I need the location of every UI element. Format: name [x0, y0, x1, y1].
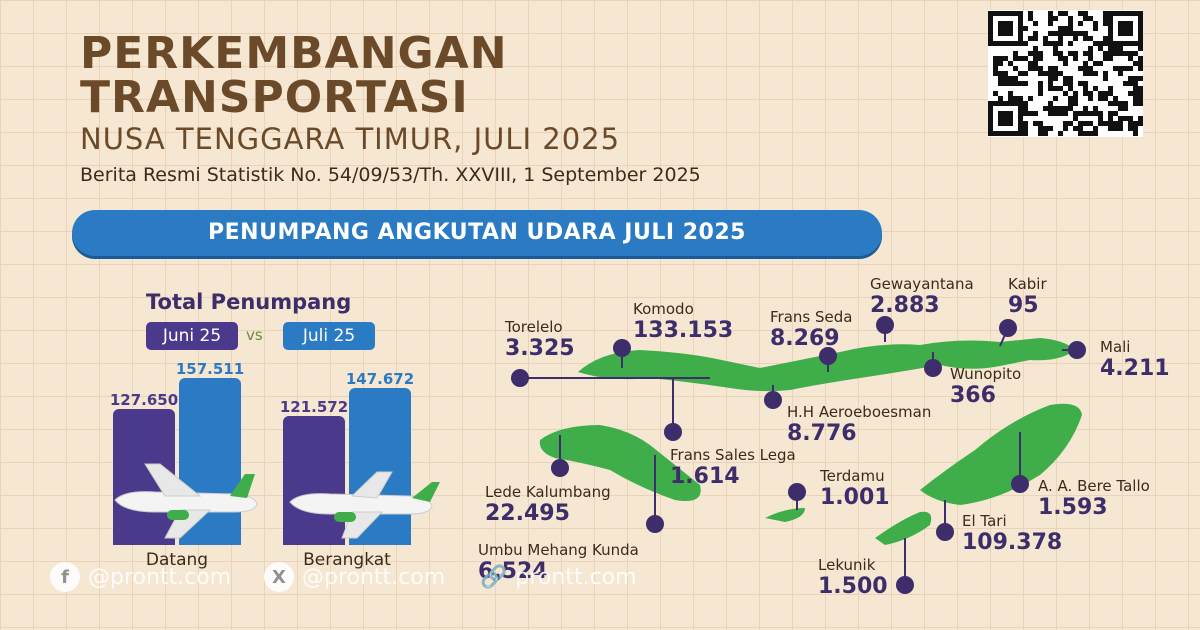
airport-name: A. A. Bere Tallo [1038, 477, 1150, 495]
airport-pin-icon [924, 359, 942, 377]
airport-name: Umbu Mehang Kunda [478, 541, 639, 559]
link-icon: 🔗 [480, 564, 508, 590]
facebook-icon: f [50, 562, 80, 592]
bar-value-label: 127.650 [109, 391, 179, 410]
pin-line [654, 455, 656, 524]
airport-name: Frans Sales Lega [670, 446, 796, 464]
airport-pin-icon [764, 391, 782, 409]
airport-label: Mali 4.211 [1100, 338, 1170, 381]
airport-passenger-count: 1.001 [820, 485, 890, 510]
airport-name: Komodo [633, 300, 694, 318]
bar-value-label: 121.572 [279, 397, 349, 416]
x-watermark: X @prontt.com [264, 562, 445, 592]
bar-berangkat-juni [283, 415, 345, 545]
airport-label: A. A. Bere Tallo 1.593 [1038, 477, 1150, 520]
airport-pin-icon [511, 369, 529, 387]
airport-passenger-count: 1.614 [670, 464, 740, 489]
airport-passenger-count: 6.524 [478, 559, 548, 584]
sabu-island [765, 508, 805, 522]
airport-name: Gewayantana [870, 275, 974, 293]
legend-juli: Juli 25 [283, 322, 375, 350]
airport-passenger-count: 133.153 [633, 318, 734, 343]
airport-label: Lede Kalumbang 22.495 [485, 483, 611, 526]
airport-passenger-count: 95 [1008, 293, 1039, 318]
airport-passenger-count: 3.325 [505, 336, 575, 361]
title-line-1: PERKEMBANGAN [80, 28, 508, 79]
airport-pin-icon [646, 515, 664, 533]
page-subtitle: NUSA TENGGARA TIMUR, JULI 2025 [80, 122, 621, 156]
airport-passenger-count: 22.495 [485, 501, 570, 526]
airport-passenger-count: 4.211 [1100, 356, 1170, 381]
airport-name: Terdamu [820, 467, 885, 485]
pin-line [520, 377, 710, 379]
airport-pin-icon [551, 459, 569, 477]
airport-pin-icon [896, 576, 914, 594]
category-label: Berangkat [303, 550, 391, 570]
x-icon: X [264, 562, 294, 592]
legend-vs: vs [246, 326, 263, 344]
category-label: Datang [145, 550, 209, 570]
airport-pin-icon [819, 347, 837, 365]
airport-label: Wunopito 366 [950, 365, 1021, 408]
page-title: PERKEMBANGAN TRANSPORTASI [80, 32, 508, 120]
airport-name: Frans Seda [770, 308, 853, 326]
web-watermark: 🔗 prontt.com [480, 562, 637, 592]
facebook-handle: @prontt.com [88, 564, 232, 590]
airport-name: Lede Kalumbang [485, 483, 611, 501]
airport-label: Umbu Mehang Kunda 6.524 [478, 541, 639, 584]
airplane-icon [289, 471, 440, 539]
airport-passenger-count: 1.593 [1038, 495, 1108, 520]
airport-name: Kabir [1008, 275, 1047, 293]
airport-name: Lekunik [818, 556, 876, 574]
airport-label: H.H Aeroeboesman 8.776 [787, 403, 931, 446]
airport-passenger-count: 1.500 [818, 574, 888, 599]
airport-label: Komodo 133.153 [633, 300, 733, 343]
airport-pin-icon [788, 483, 806, 501]
airport-label: Lekunik 1.500 [818, 556, 888, 599]
airport-pin-icon [664, 423, 682, 441]
airport-label: Terdamu 1.001 [820, 467, 890, 510]
airport-passenger-count: 366 [950, 383, 996, 408]
qr-code [988, 10, 1143, 137]
airport-name: El Tari [962, 512, 1007, 530]
airport-pin-icon [613, 339, 631, 357]
timor-island [920, 403, 1082, 505]
airplane-icon [114, 463, 258, 539]
chart-title: Total Penumpang [146, 290, 352, 314]
airport-pin-icon [876, 316, 894, 334]
airport-label: Torelelo 3.325 [505, 318, 575, 361]
timor-west [875, 511, 932, 545]
airport-passenger-count: 2.883 [870, 293, 940, 318]
bar-value-label: 157.511 [175, 359, 245, 378]
airport-pin-icon [936, 523, 954, 541]
airport-pin-icon [999, 319, 1017, 337]
airport-pin-icon [1068, 341, 1086, 359]
airport-name: Mali [1100, 338, 1131, 356]
airport-label: Kabir 95 [1008, 275, 1047, 318]
airport-label: Gewayantana 2.883 [870, 275, 974, 318]
sumba-island [539, 425, 701, 501]
airport-label: Frans Sales Lega 1.614 [670, 446, 796, 489]
airport-label: Frans Seda 8.269 [770, 308, 852, 351]
bar-value-label: 147.672 [345, 370, 415, 389]
release-info: Berita Resmi Statistik No. 54/09/53/Th. … [80, 164, 701, 186]
web-address: prontt.com [515, 564, 637, 590]
airport-passenger-count: 109.378 [962, 530, 1063, 555]
title-line-2: TRANSPORTASI [80, 72, 469, 123]
airport-passenger-count: 8.776 [787, 421, 857, 446]
airport-name: Torelelo [505, 318, 563, 336]
legend-juni: Juni 25 [146, 322, 238, 350]
airport-name: Wunopito [950, 365, 1022, 383]
airport-label: El Tari 109.378 [962, 512, 1062, 555]
facebook-watermark: f @prontt.com [50, 562, 231, 592]
airport-name: H.H Aeroeboesman [787, 403, 932, 421]
section-banner: PENUMPANG ANGKUTAN UDARA JULI 2025 [72, 210, 882, 256]
airport-passenger-count: 8.269 [770, 326, 840, 351]
x-handle: @prontt.com [302, 564, 446, 590]
airport-pin-icon [1011, 475, 1029, 493]
